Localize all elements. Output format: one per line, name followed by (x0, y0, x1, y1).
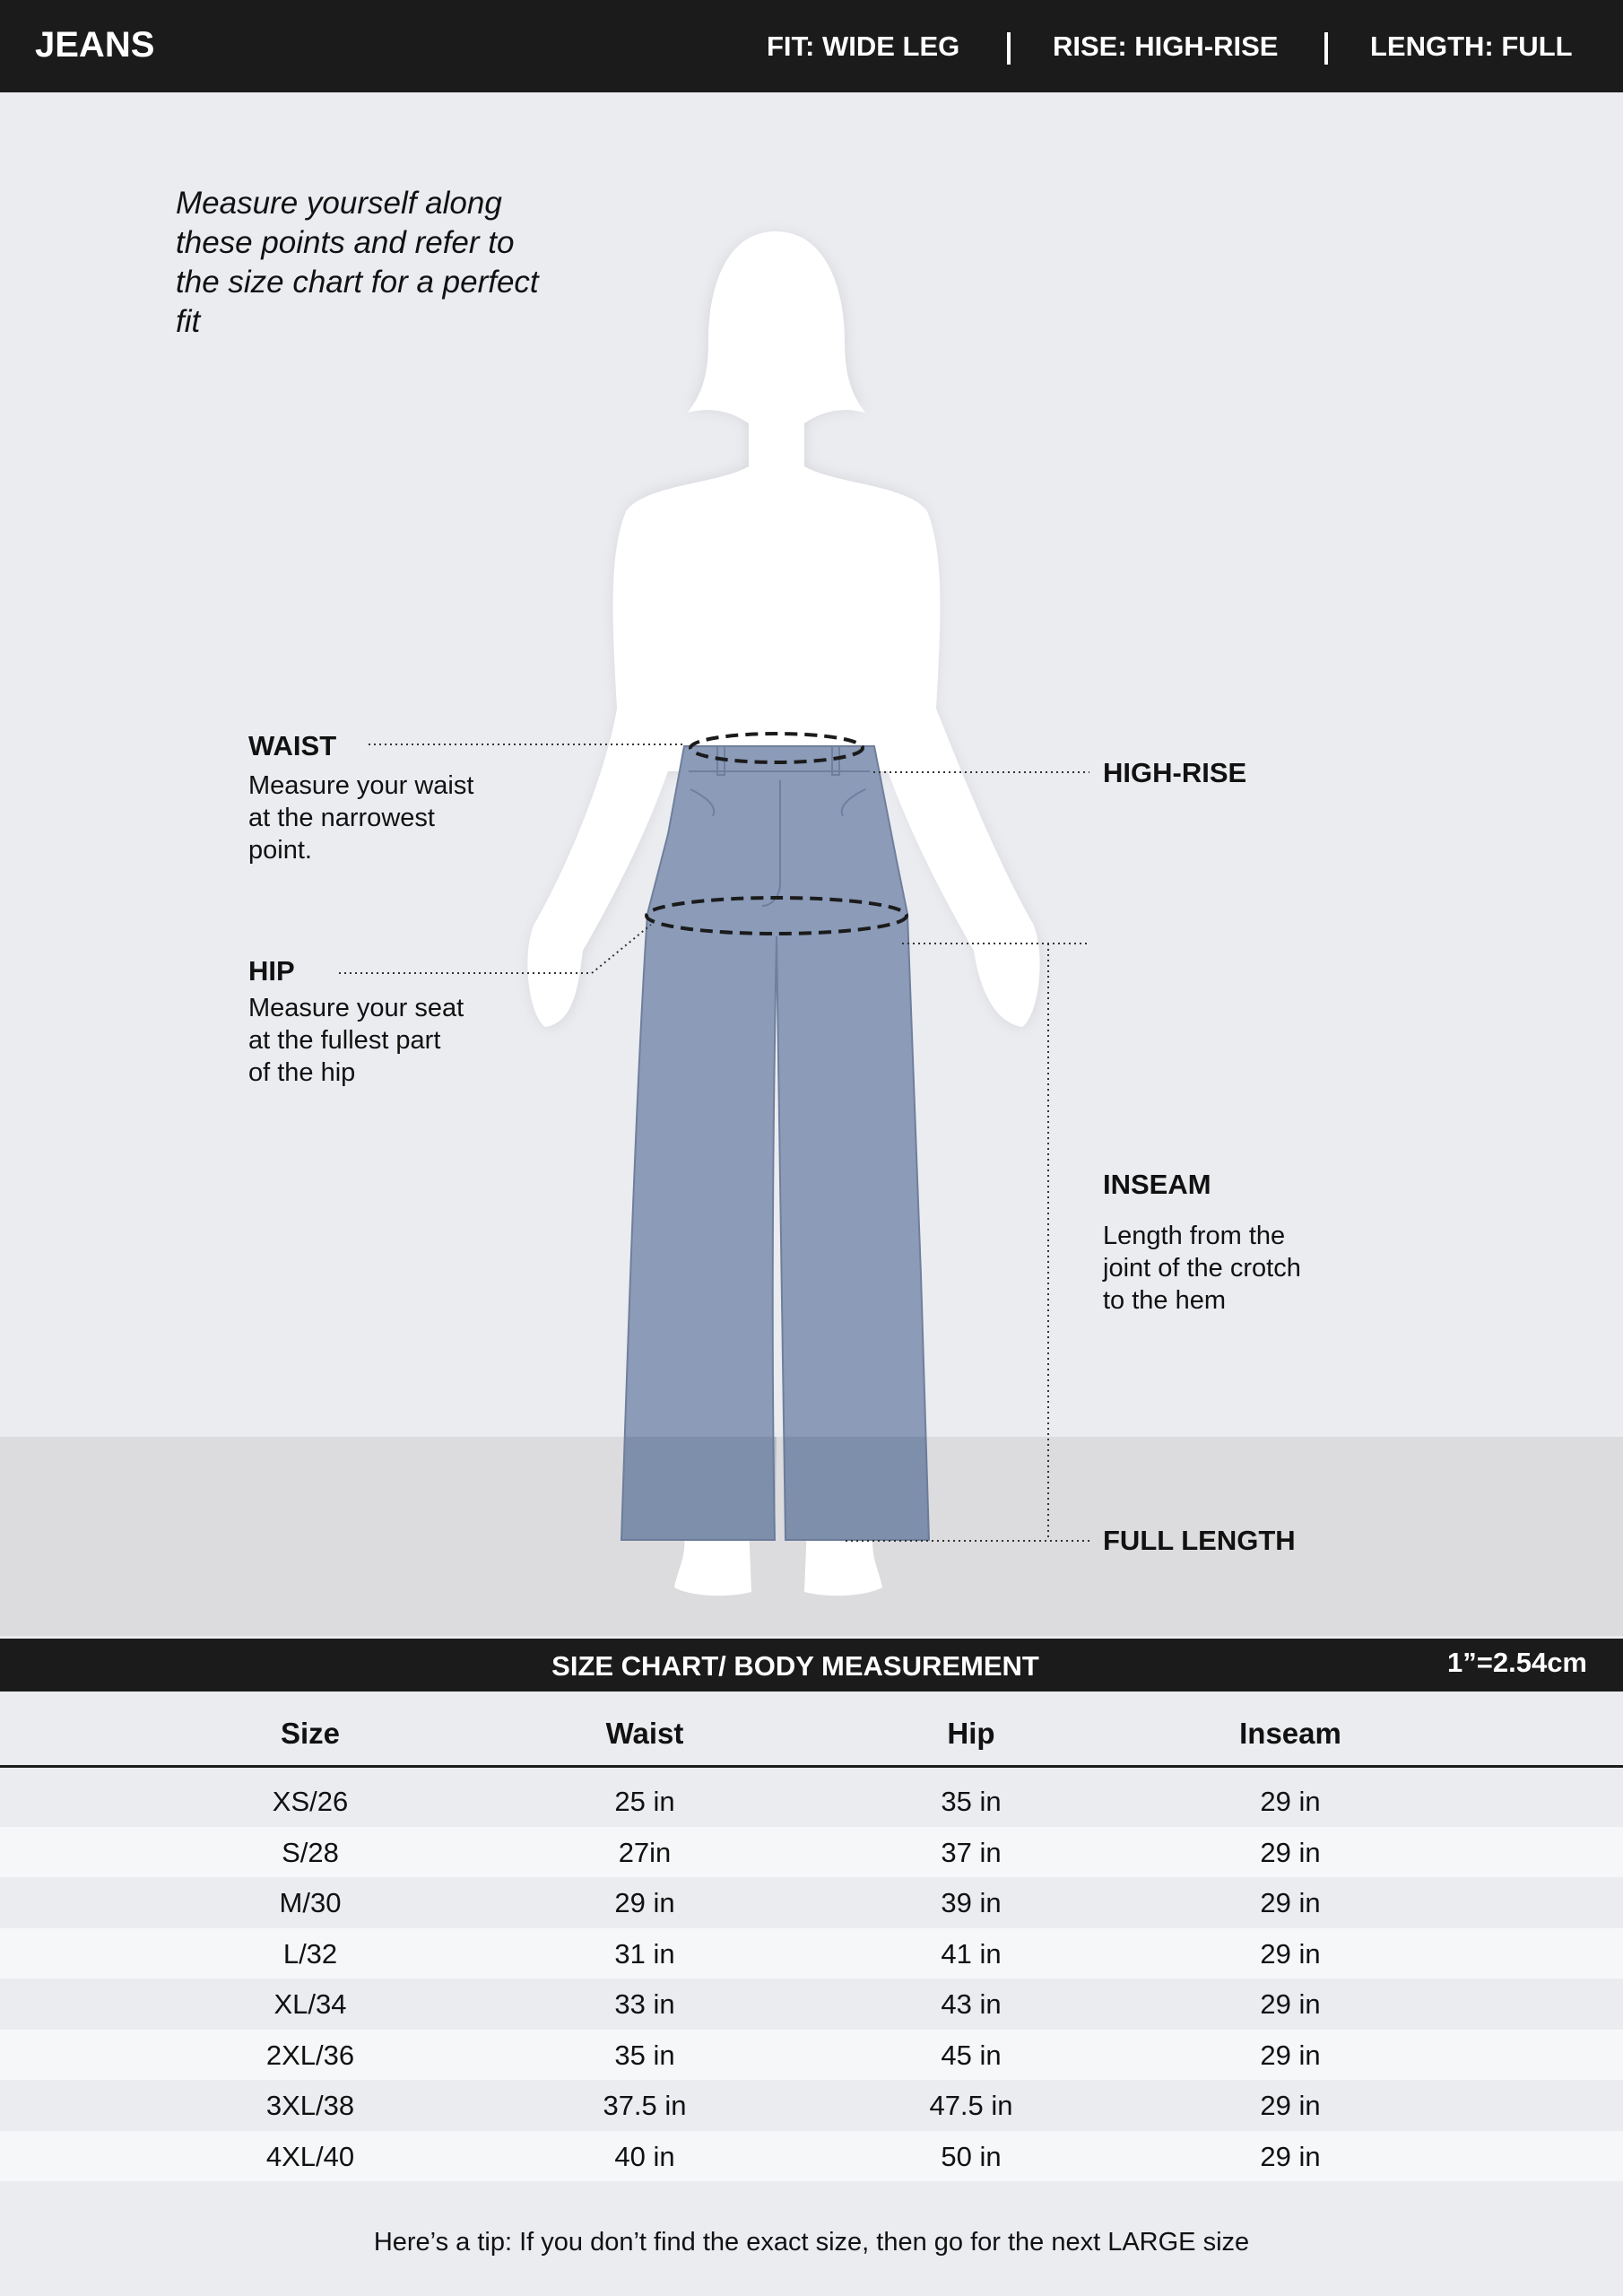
column-header-waist: Waist (605, 1717, 684, 1750)
cell-hip: 45 in (941, 2039, 1002, 2071)
cell-waist: 35 in (614, 2039, 675, 2071)
cell-size: 4XL/40 (265, 2140, 355, 2172)
header-divider (0, 1765, 1623, 1768)
cell-size: XL/34 (273, 1988, 347, 2020)
cell-waist: 31 in (614, 1937, 675, 1970)
desc-line: point. (248, 836, 312, 865)
divider (1007, 32, 1011, 65)
cell-size: L/32 (282, 1937, 338, 1970)
desc-line: at the narrowest (248, 804, 435, 832)
cell-hip: 39 in (941, 1887, 1002, 1918)
cell-size: M/30 (279, 1887, 342, 1918)
jeans-floor-shade (621, 1437, 929, 1540)
desc-line: Measure your seat (248, 994, 464, 1022)
leader-lines (339, 744, 1089, 1542)
table-row: M/30 29 in 39 in 29 in (0, 1877, 1623, 1927)
desc-line: Length from the (1103, 1222, 1286, 1250)
desc-line: to the hem (1103, 1286, 1227, 1315)
intro-text: Measure yourself along these points and … (176, 186, 539, 339)
desc-line: Measure your waist (248, 771, 474, 800)
column-header-inseam: Inseam (1239, 1717, 1341, 1750)
product-title: JEANS (35, 25, 155, 65)
cell-waist: 27in (618, 1836, 672, 1868)
desc-line: at the fullest part (248, 1026, 441, 1055)
table-row: L/32 31 in 41 in 29 in (0, 1927, 1623, 1979)
inseam-label: INSEAM (1103, 1169, 1211, 1200)
cell-size: S/28 (282, 1836, 339, 1868)
cell-hip: 50 in (941, 2140, 1002, 2172)
column-header-size: Size (280, 1717, 341, 1750)
waist-description: Measure your waist at the narrowest poin… (248, 770, 473, 866)
inseam-description: Length from the joint of the crotch to t… (1103, 1220, 1301, 1317)
table-row: 3XL/38 37.5 in 47.5 in 29 in (0, 2080, 1623, 2130)
table-row: 2XL/36 35 in 45 in 29 in (0, 2029, 1623, 2080)
header-bar (0, 0, 1623, 92)
cell-inseam: 29 in (1260, 1887, 1321, 1918)
cell-inseam: 29 in (1260, 1836, 1321, 1868)
cell-waist: 37.5 in (603, 2090, 687, 2121)
cell-waist: 33 in (614, 1988, 675, 2020)
cell-inseam: 29 in (1260, 2140, 1321, 2172)
cell-inseam: 29 in (1260, 1786, 1321, 1817)
table-row: XS/26 25 in 35 in 29 in (0, 1776, 1623, 1826)
hip-label: HIP (248, 955, 295, 987)
divider (1324, 32, 1328, 65)
desc-line: joint of the crotch (1103, 1254, 1301, 1283)
cell-waist: 40 in (614, 2140, 675, 2172)
size-chart-header-bar (0, 1639, 1623, 1692)
table-row: S/28 27in 37 in 29 in (0, 1826, 1623, 1877)
body-silhouette (527, 231, 1040, 1027)
cell-inseam: 29 in (1260, 2090, 1321, 2121)
cell-hip: 37 in (941, 1836, 1002, 1868)
cell-inseam: 29 in (1260, 1937, 1321, 1970)
cell-size: 2XL/36 (265, 2039, 355, 2071)
column-header-hip: Hip (947, 1717, 995, 1750)
cell-hip: 35 in (941, 1786, 1002, 1817)
sizing-tip: Here’s a tip: If you don’t find the exac… (373, 2228, 1250, 2257)
cell-hip: 41 in (941, 1937, 1002, 1970)
cell-inseam: 29 in (1260, 2039, 1321, 2071)
jeans (620, 745, 931, 1541)
fit-label: FIT: WIDE LEG (767, 30, 960, 62)
waist-label: WAIST (248, 730, 337, 761)
feet (674, 1525, 882, 1596)
table-row: 4XL/40 40 in 50 in 29 in (0, 2130, 1623, 2181)
desc-line: of the hip (248, 1058, 356, 1087)
table-row: XL/34 33 in 43 in 29 in (0, 1979, 1623, 2029)
cell-hip: 47.5 in (929, 2090, 1013, 2121)
cell-inseam: 29 in (1260, 1988, 1321, 2020)
hip-description: Measure your seat at the fullest part of… (248, 992, 464, 1089)
waist-measure-ellipse (689, 732, 864, 764)
hip-measure-ellipse (645, 896, 908, 935)
cell-size: 3XL/38 (265, 2090, 355, 2121)
cell-hip: 43 in (941, 1988, 1002, 2020)
full-length-label: FULL LENGTH (1103, 1525, 1296, 1556)
cell-size: XS/26 (272, 1786, 349, 1817)
rise-label: RISE: HIGH-RISE (1053, 30, 1279, 62)
cell-waist: 29 in (614, 1887, 675, 1918)
length-label: LENGTH: FULL (1370, 30, 1573, 62)
unit-conversion: 1”=2.54cm (1447, 1647, 1587, 1678)
high-rise-label: HIGH-RISE (1103, 757, 1247, 788)
cell-waist: 25 in (614, 1786, 675, 1817)
size-chart-title: SIZE CHART/ BODY MEASUREMENT (551, 1650, 1039, 1682)
